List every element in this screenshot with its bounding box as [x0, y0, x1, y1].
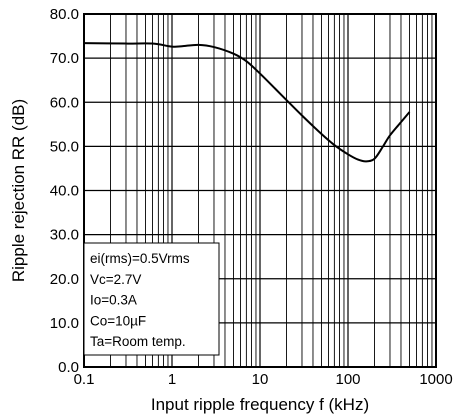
x-axis-label: Input ripple frequency f (kHz)	[151, 395, 369, 414]
condition-text: Io=0.3A	[90, 293, 137, 308]
condition-text: Vc=2.7V	[90, 272, 141, 287]
x-tick-label: 1	[168, 371, 176, 388]
y-tick-label: 10.0	[50, 315, 79, 332]
conditions-box-background	[83, 242, 220, 356]
conditions-box: ei(rms)=0.5Vrms Vc=2.7V Io=0.3A Co=10µF Ta=R…	[83, 242, 220, 356]
condition-text: ei(rms)=0.5Vrms	[90, 251, 190, 266]
condition-text: Co=10µF	[90, 313, 146, 328]
y-tick-label: 40.0	[50, 183, 79, 200]
plot-area-frame	[83, 13, 437, 368]
condition-text: Ta=Room temp.	[90, 334, 186, 349]
y-tick-label: 20.0	[50, 271, 79, 288]
y-tick-labels: 0.0 10.0 20.0 30.0 40.0 50.0 60.0 70.0 80.0	[50, 6, 79, 376]
y-tick-label: 60.0	[50, 94, 79, 111]
x-tick-label: 1000	[419, 371, 452, 388]
y-tick-label: 0.0	[58, 359, 79, 376]
y-tick-label: 80.0	[50, 6, 79, 23]
x-tick-label: 0.1	[74, 371, 95, 388]
series-line	[83, 42, 411, 163]
x-tick-label: 100	[335, 371, 360, 388]
y-tick-label: 70.0	[50, 50, 79, 67]
y-axis-label: Ripple rejection RR (dB)	[9, 99, 28, 282]
y-tick-label: 30.0	[50, 227, 79, 244]
y-tick-label: 50.0	[50, 138, 79, 155]
x-tick-labels: 0.1 1 10 100 1000	[74, 371, 453, 388]
x-tick-label: 10	[252, 371, 269, 388]
